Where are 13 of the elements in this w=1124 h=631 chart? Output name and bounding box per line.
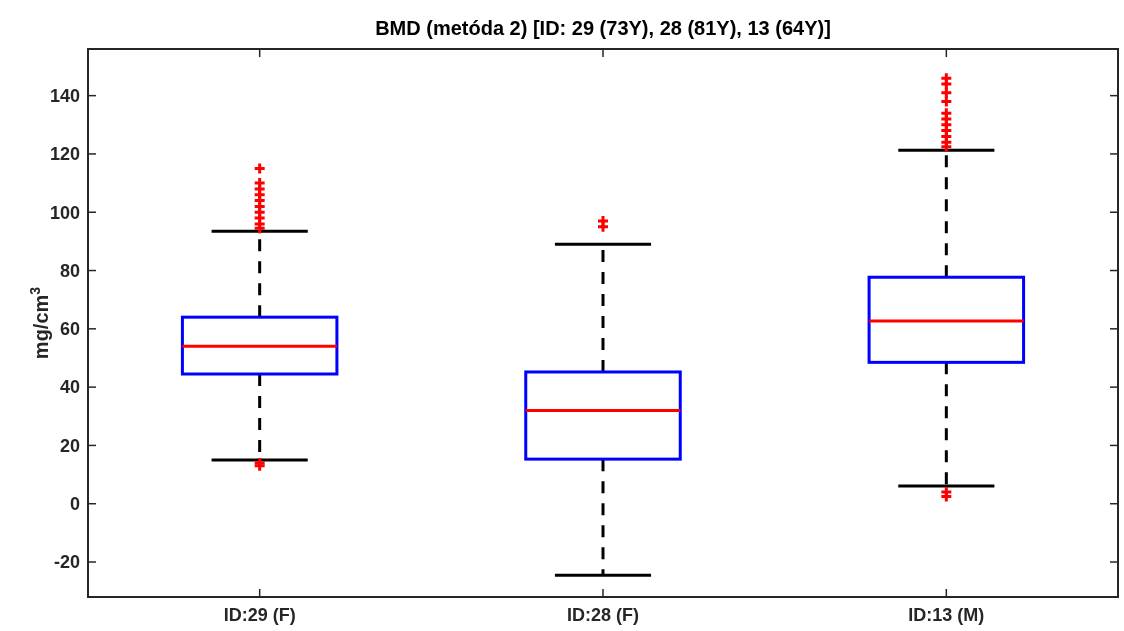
y-tick-label: 100 — [49, 202, 80, 223]
y-tick-label: 40 — [59, 377, 80, 398]
y-tick-label: 0 — [69, 494, 80, 515]
x-tick-label: ID:29 (F) — [223, 605, 296, 625]
chart-title: BMD (metóda 2) [ID: 29 (73Y), 28 (81Y), 13 (64Y)] — [375, 17, 831, 39]
y-tick-label: 60 — [59, 319, 80, 340]
y-tick-label: 140 — [49, 85, 80, 106]
x-tick-label: ID:28 (F) — [567, 605, 640, 625]
y-tick-label: 20 — [59, 435, 80, 456]
x-tick-label: ID:13 (M) — [908, 605, 985, 625]
y-tick-label: 80 — [59, 260, 80, 281]
y-tick-label: 120 — [49, 144, 80, 165]
y-tick-label: -20 — [53, 552, 80, 573]
